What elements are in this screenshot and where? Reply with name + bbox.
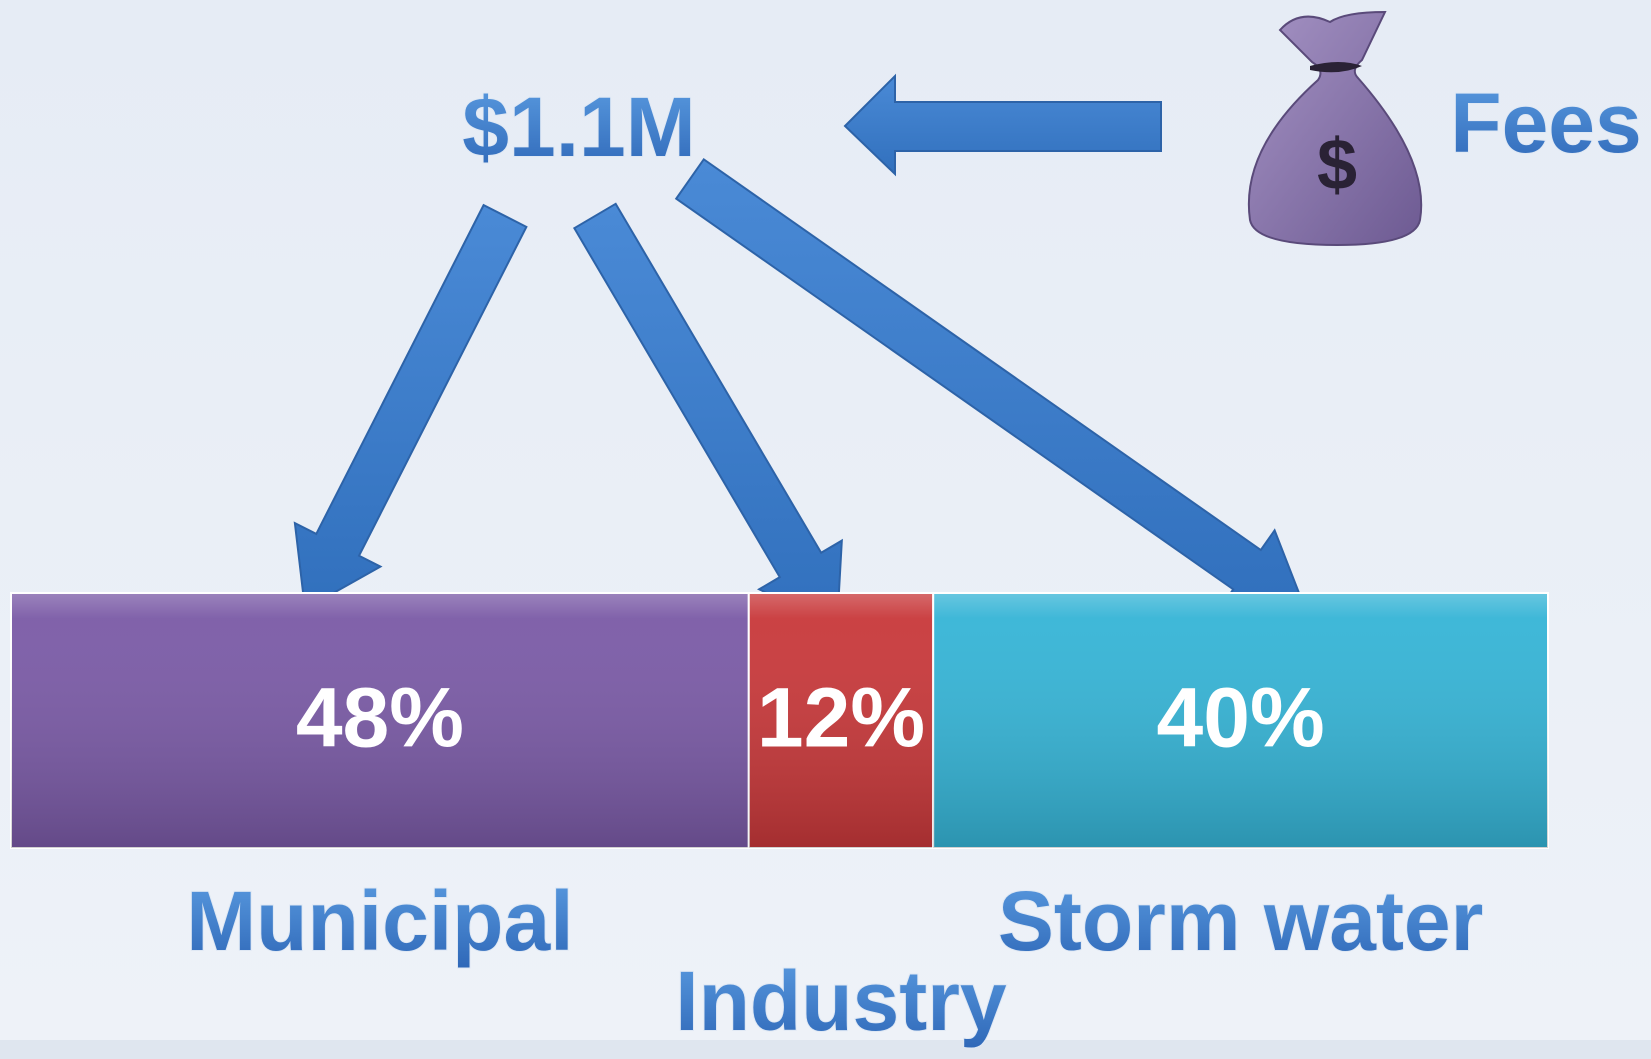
value-label: 48% xyxy=(296,671,464,765)
category-label: Industry xyxy=(675,954,1007,1048)
page: $1.1M Fees $ 48% Municipal 12% Industry 40% S… xyxy=(0,0,1651,1059)
value-label: 40% xyxy=(1157,671,1325,765)
total-amount: $1.1M xyxy=(462,80,695,174)
source-label: Fees xyxy=(1450,76,1641,170)
category-label: Municipal xyxy=(186,874,573,968)
bag-symbol: $ xyxy=(1317,125,1357,205)
category-label: Storm water xyxy=(998,874,1483,968)
chart: $1.1M Fees $ 48% Municipal 12% Industry 40% S… xyxy=(0,0,1651,1059)
value-label: 12% xyxy=(757,671,925,765)
